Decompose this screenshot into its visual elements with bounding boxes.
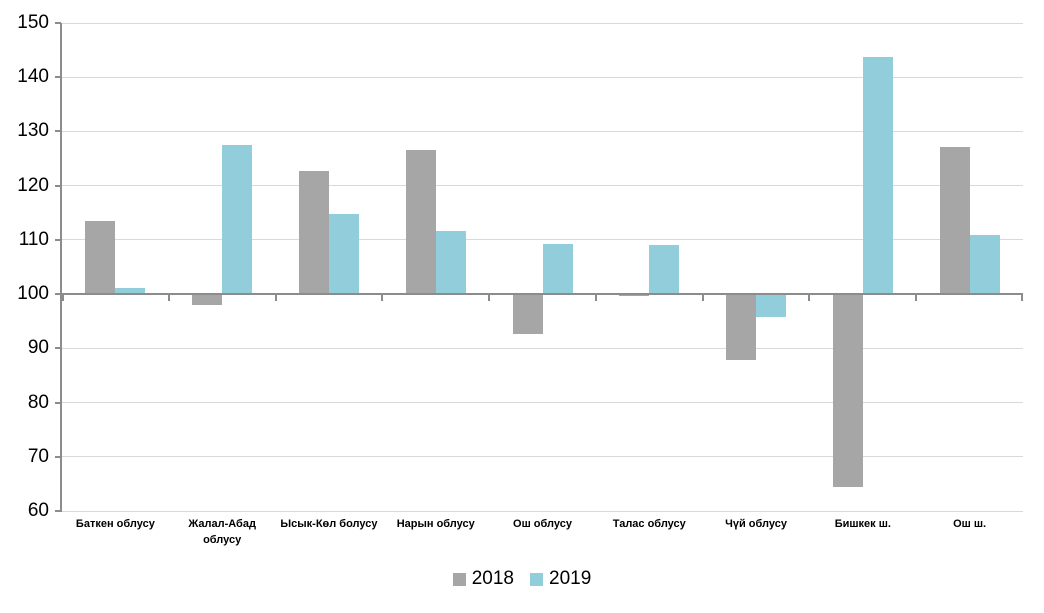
x-axis-tick: [808, 294, 811, 302]
x-axis-tick: [381, 294, 384, 302]
y-axis-label: 120: [17, 174, 49, 196]
x-axis-category-label: Бишкек ш.: [834, 518, 891, 530]
x-axis-tick: [1021, 294, 1023, 302]
y-axis-tick: [55, 76, 61, 79]
bar-2018: [85, 220, 116, 295]
y-axis-tick: [55, 293, 61, 296]
x-axis-category-label: Жалал-Абад облусу: [188, 518, 256, 546]
x-axis-category-label: Баткен облусу: [75, 518, 155, 530]
legend-item-2019: 2019: [530, 569, 591, 589]
gridline: [62, 239, 1023, 241]
gridline: [62, 456, 1023, 458]
bar-2019: [328, 214, 359, 295]
y-axis-tick: [55, 347, 61, 350]
gridline: [62, 402, 1023, 404]
y-axis-tick: [55, 510, 61, 512]
plot-area: [62, 22, 1023, 512]
x-axis-category-label: Ош облусу: [513, 518, 572, 530]
y-axis-label: 60: [27, 500, 49, 521]
bar-2019: [222, 145, 253, 295]
y-axis-label: 80: [27, 391, 49, 413]
gridline: [62, 347, 1023, 349]
y-axis-label: 140: [17, 66, 49, 88]
x-axis-tick: [488, 294, 491, 302]
legend-item-2018: 2018: [452, 568, 514, 589]
bar-2019: [969, 235, 1000, 295]
x-axis-tick: [62, 294, 64, 302]
gridline: [62, 510, 1023, 512]
y-axis-tick: [55, 401, 61, 404]
x-axis-category-label: Ысык-Көл болусу: [280, 518, 378, 530]
x-axis-tick: [701, 294, 704, 302]
bar-2018: [726, 294, 757, 360]
bar-2018: [939, 147, 970, 295]
x-axis-category-label: Чүй облусу: [725, 518, 787, 530]
y-axis-tick: [55, 238, 61, 241]
legend-label-2019: 2019: [549, 568, 592, 589]
y-axis-tick: [55, 455, 61, 458]
x-axis-category-label: Талас облусу: [612, 518, 686, 530]
y-axis-tick: [55, 22, 61, 24]
bar-2019: [542, 243, 573, 295]
y-axis-label: 90: [27, 337, 49, 359]
legend-swatch-2018: [452, 572, 466, 586]
legend: 2018 2019: [0, 569, 1044, 589]
x-axis-tick: [274, 294, 277, 302]
bar-2018: [512, 294, 543, 334]
y-axis-label: 100: [17, 283, 49, 305]
x-axis-tick: [167, 294, 170, 302]
gridline: [62, 22, 1023, 24]
y-axis-tick: [55, 130, 61, 133]
x-axis-tick: [594, 294, 597, 302]
x-axis-line: [62, 293, 1023, 296]
y-axis-label: 150: [17, 12, 49, 33]
x-axis-category-label: Нарын облусу: [396, 518, 475, 530]
bar-2019: [435, 231, 466, 295]
gridline: [62, 76, 1023, 78]
y-axis-label: 70: [27, 445, 49, 467]
bar-2018: [298, 171, 329, 295]
gridline: [62, 185, 1023, 187]
bar-2018: [405, 150, 436, 295]
gridline: [62, 130, 1023, 132]
bar-2018: [192, 294, 223, 305]
y-axis-label: 130: [17, 120, 49, 142]
bar-2019: [649, 245, 680, 295]
y-axis-label: 110: [18, 228, 49, 250]
x-axis-tick: [915, 294, 918, 302]
y-axis-tick: [55, 184, 61, 187]
bar-2019: [115, 288, 146, 295]
bar-2018: [832, 294, 863, 488]
legend-swatch-2019: [530, 572, 543, 586]
bar-2019: [756, 294, 787, 317]
legend-label-2018: 2018: [471, 568, 514, 589]
x-axis-category-label: Ош ш.: [953, 518, 987, 530]
y-axis-line: [60, 23, 62, 512]
bar-2019: [862, 56, 893, 295]
